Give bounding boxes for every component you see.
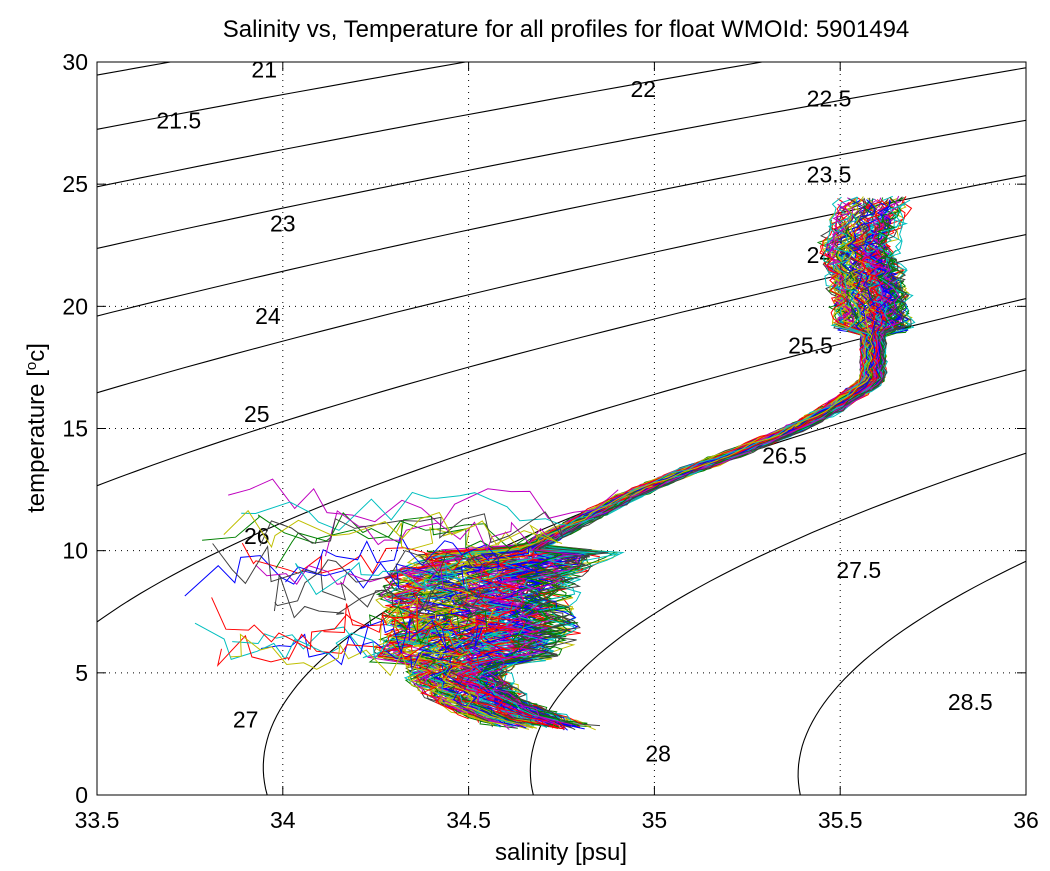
y-tick-label: 15 bbox=[62, 416, 88, 442]
profile-intrusion-line bbox=[194, 622, 473, 661]
isopycnal-23 bbox=[97, 67, 1026, 250]
profile-intrusion-line bbox=[228, 478, 619, 526]
y-tick-label: 10 bbox=[62, 538, 88, 564]
isopycnal-24.5 bbox=[97, 233, 1026, 487]
chart-title: Salinity vs, Temperature for all profile… bbox=[223, 16, 910, 43]
profile-intrusion-line bbox=[184, 555, 495, 597]
profile-intrusion-line bbox=[255, 563, 484, 591]
isopycnal-label: 23 bbox=[270, 210, 296, 236]
isopycnal-label: 27.5 bbox=[836, 557, 881, 583]
isopycnal-label: 23.5 bbox=[807, 161, 852, 187]
axis-ticks bbox=[96, 61, 1027, 796]
isopycnal-label: 22.5 bbox=[807, 86, 852, 112]
isopycnal-label: 21 bbox=[251, 56, 277, 82]
profile-intrusion-line bbox=[230, 633, 470, 677]
profile-intrusion-line bbox=[274, 570, 487, 613]
isopycnal-label: 28.5 bbox=[948, 689, 993, 715]
x-tick-label: 35.5 bbox=[818, 807, 863, 833]
isopycnal-22.5 bbox=[97, 62, 766, 188]
y-tick-label: 20 bbox=[62, 293, 88, 319]
y-tick-label: 0 bbox=[75, 782, 88, 808]
x-tick-label: 36 bbox=[1013, 807, 1039, 833]
isopycnal-label: 26 bbox=[244, 523, 270, 549]
profile-intrusion-line bbox=[212, 543, 510, 585]
profile-intrusion-line bbox=[241, 491, 595, 531]
profile-intrusion-line bbox=[369, 605, 488, 646]
x-axis-tick-labels: 33.5 34 34.5 35 35.5 36 bbox=[75, 807, 1039, 833]
isopycnal-label: 25 bbox=[244, 401, 270, 427]
y-axis-label: temperature [oc] bbox=[23, 343, 51, 513]
y-tick-label: 25 bbox=[62, 171, 88, 197]
isopycnal-label: 24 bbox=[255, 303, 281, 329]
x-tick-label: 34.5 bbox=[446, 807, 491, 833]
isopycnal-label: 25.5 bbox=[788, 332, 833, 358]
isopycnal-26.5 bbox=[797, 560, 1026, 795]
y-axis-tick-labels: 0 5 10 15 20 25 30 bbox=[62, 49, 88, 808]
profile-intrusion-line bbox=[202, 514, 558, 550]
x-tick-label: 35 bbox=[642, 807, 668, 833]
y-axis-label-main: temperature [ bbox=[23, 370, 50, 513]
isopycnal-label: 26.5 bbox=[762, 442, 807, 468]
x-tick-label: 34 bbox=[270, 807, 296, 833]
y-axis-label-superscript: o bbox=[23, 362, 40, 370]
profile-intrusion-line bbox=[359, 618, 483, 655]
profile-intrusion-line bbox=[223, 509, 563, 549]
x-tick-label: 33.5 bbox=[75, 807, 120, 833]
profile-lines bbox=[184, 195, 916, 731]
x-axis-label: salinity [psu] bbox=[495, 839, 627, 866]
profile-line bbox=[487, 263, 904, 726]
isopycnal-label: 27 bbox=[233, 706, 259, 732]
isopycnal-label: 22 bbox=[630, 76, 656, 102]
profile-intrusion-line bbox=[273, 574, 485, 619]
profile-line bbox=[375, 275, 867, 725]
profile-intrusion-line bbox=[323, 603, 490, 636]
profile-line bbox=[456, 256, 884, 729]
density-contours bbox=[0, 38, 1026, 820]
isopycnal-25.5 bbox=[262, 369, 1026, 795]
isopycnal-26 bbox=[529, 452, 1026, 795]
isopycnal-label: 28 bbox=[645, 740, 671, 766]
y-axis-label-end: c] bbox=[23, 343, 50, 362]
y-tick-label: 5 bbox=[75, 660, 88, 686]
profile-intrusion-line bbox=[241, 542, 506, 574]
profile-intrusion-line bbox=[211, 597, 481, 650]
profile-intrusion-line bbox=[216, 633, 463, 667]
isopycnal-label: 21.5 bbox=[156, 108, 201, 134]
profile-intrusion-line bbox=[259, 511, 563, 547]
isopycnal-23.5 bbox=[97, 119, 1026, 317]
y-tick-label: 30 bbox=[62, 49, 88, 75]
profile-line bbox=[494, 255, 910, 719]
profile-line bbox=[431, 215, 874, 729]
profile-intrusion-line bbox=[295, 561, 488, 596]
plot-background bbox=[97, 62, 1026, 795]
isopycnal-25 bbox=[97, 297, 1026, 623]
isopycnal-21 bbox=[0, 38, 15, 820]
